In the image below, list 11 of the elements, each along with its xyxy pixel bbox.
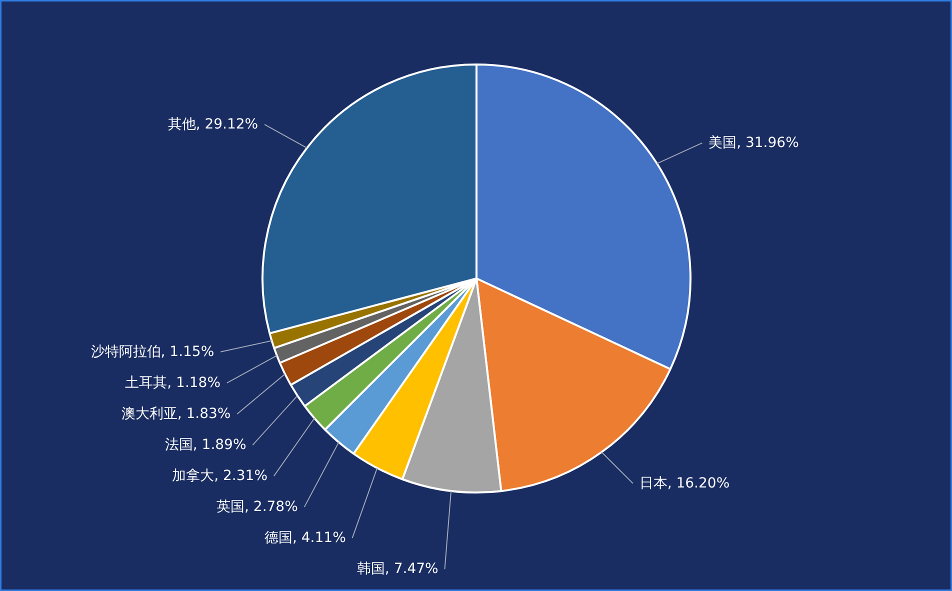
slice-label: 土耳其, 1.18%: [125, 374, 221, 391]
slice-label: 英国, 2.78%: [216, 499, 298, 516]
slice-label: 其他, 29.12%: [168, 116, 258, 132]
slice-label: 美国, 31.96%: [708, 134, 799, 151]
slice-label: 澳大利亚, 1.83%: [121, 406, 231, 422]
slice-label: 日本, 16.20%: [639, 475, 730, 492]
slice-label: 韩国, 7.47%: [356, 561, 438, 578]
slice-label: 法国, 1.89%: [164, 437, 246, 454]
slice-label: 加拿大, 2.31%: [172, 468, 268, 484]
slice-label: 德国, 4.11%: [264, 530, 346, 546]
slice-label: 沙特阿拉伯, 1.15%: [90, 344, 214, 360]
